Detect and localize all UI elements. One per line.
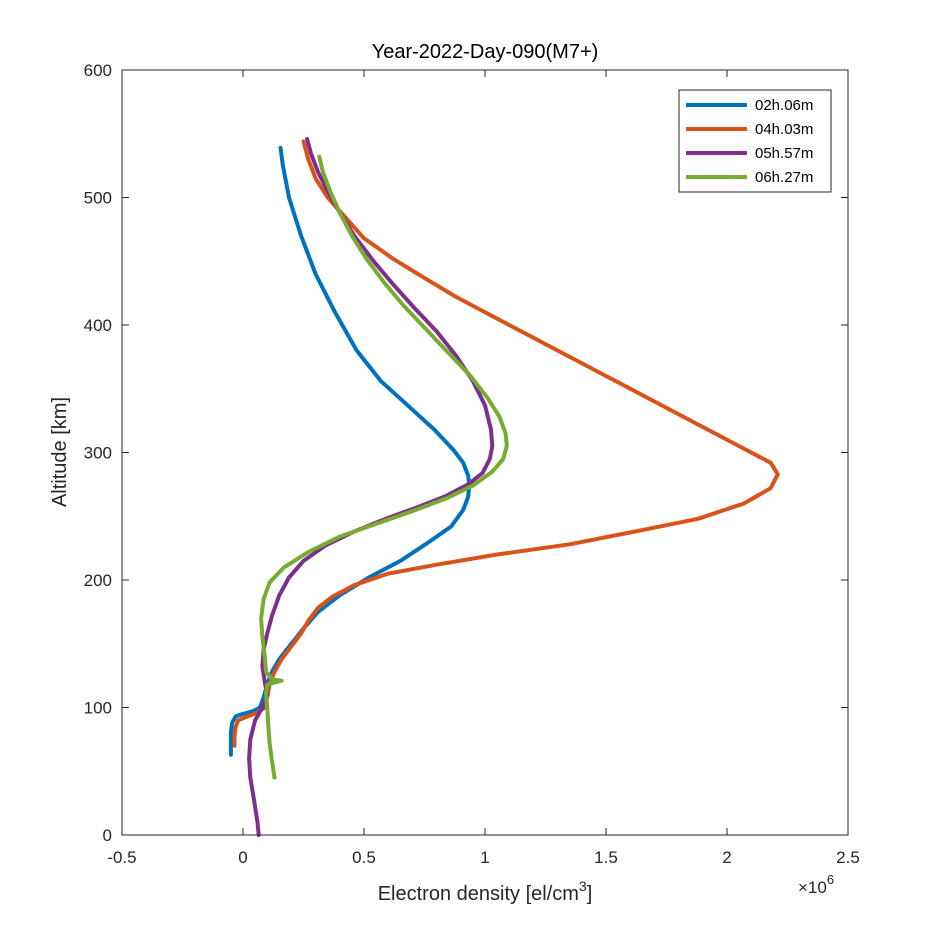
ticks-layer: -0.5 0 0.5 1 1.5 2 2.5 0 100 200 300 400 500 600	[84, 61, 860, 867]
x-axis-exponent-base: ×10	[798, 878, 827, 897]
plot-area	[122, 70, 848, 835]
y-tick-label: 300	[84, 444, 112, 463]
y-tick-label: 500	[84, 189, 112, 208]
x-axis-title-end: ]	[587, 883, 593, 905]
legend-label: 05h.57m	[755, 145, 813, 162]
x-tick-label: 2	[722, 848, 731, 867]
y-tick-label: 0	[103, 826, 112, 845]
x-axis-title: Electron density [el/cm3]	[378, 878, 593, 905]
legend-label: 04h.03m	[755, 121, 813, 138]
y-tick-label: 100	[84, 699, 112, 718]
y-tick-label: 400	[84, 316, 112, 335]
x-axis-exponent: ×106	[798, 872, 834, 897]
legend-label: 02h.06m	[755, 97, 813, 114]
y-tick-label: 200	[84, 571, 112, 590]
x-tick-label: 0.5	[352, 848, 376, 867]
series-layer	[228, 136, 780, 837]
x-axis-title-superscript: 3	[579, 878, 587, 894]
x-tick-label: 0	[238, 848, 247, 867]
x-tick-label: 1.5	[594, 848, 618, 867]
series-line-3	[259, 154, 509, 780]
series-line-0	[228, 145, 472, 757]
x-tick-label: 2.5	[836, 848, 860, 867]
legend: 02h.06m 04h.03m 05h.57m 06h.27m	[678, 89, 832, 193]
legend-label: 06h.27m	[755, 169, 813, 186]
x-tick-label: -0.5	[107, 848, 136, 867]
chart-title: Year-2022-Day-090(M7+)	[372, 41, 599, 63]
y-tick-label: 600	[84, 61, 112, 80]
x-tick-label: 1	[480, 848, 489, 867]
x-axis-exponent-superscript: 6	[827, 872, 834, 887]
x-axis-title-main: Electron density [el/cm	[378, 883, 579, 905]
y-axis-title: Altitude [km]	[49, 397, 71, 507]
